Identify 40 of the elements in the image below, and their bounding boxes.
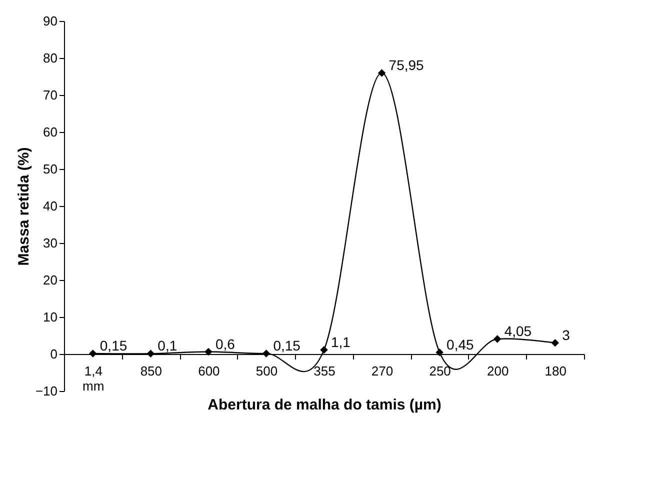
y-tick-label: 90: [43, 14, 58, 28]
x-tick-label: 1,4 mm: [82, 364, 104, 394]
data-label: 3: [562, 326, 570, 343]
y-tick-label: 10: [43, 310, 58, 324]
data-label: 0,6: [215, 336, 236, 352]
x-tick-label: 850: [140, 364, 162, 378]
y-tick-label: 60: [43, 124, 58, 140]
data-label: 0,1: [158, 338, 178, 354]
data-label: 4,05: [504, 323, 532, 340]
x-tick-label: 270: [371, 364, 394, 378]
x-tick-label: 250: [429, 364, 451, 378]
point: [89, 350, 97, 358]
y-axis-title: Massa retida (%): [15, 147, 32, 266]
data-label: 0,15: [100, 337, 128, 354]
x-tick-label: 500: [256, 364, 278, 378]
y-tick-label: 80: [43, 50, 58, 66]
point: [320, 346, 328, 354]
y-tick-label: 20: [43, 272, 58, 288]
y-tick-label: 50: [43, 162, 58, 176]
y-tick-label: 0: [50, 346, 58, 362]
data-label: 1,1: [331, 334, 351, 350]
point: [204, 348, 212, 356]
point: [436, 348, 444, 356]
data-label: 75,95: [388, 56, 424, 73]
y-tick-label: 40: [43, 198, 58, 214]
x-tick-label: 180: [544, 364, 566, 378]
y-tick-label: −10: [35, 384, 58, 398]
point: [493, 335, 502, 343]
y-tick-label: 70: [43, 88, 58, 102]
point: [378, 69, 386, 77]
x-axis-title: Abertura de malha do tamis (µm): [208, 396, 442, 414]
data-label: 0,15: [273, 337, 301, 354]
point: [262, 350, 270, 358]
data-label: 0,45: [446, 336, 474, 352]
x-tick-label: 355: [314, 364, 336, 378]
x-tick-label: 200: [486, 364, 509, 378]
point: [551, 339, 559, 347]
y-tick-label: 30: [43, 236, 58, 250]
x-tick-label: 600: [198, 364, 220, 378]
point: [146, 350, 155, 358]
